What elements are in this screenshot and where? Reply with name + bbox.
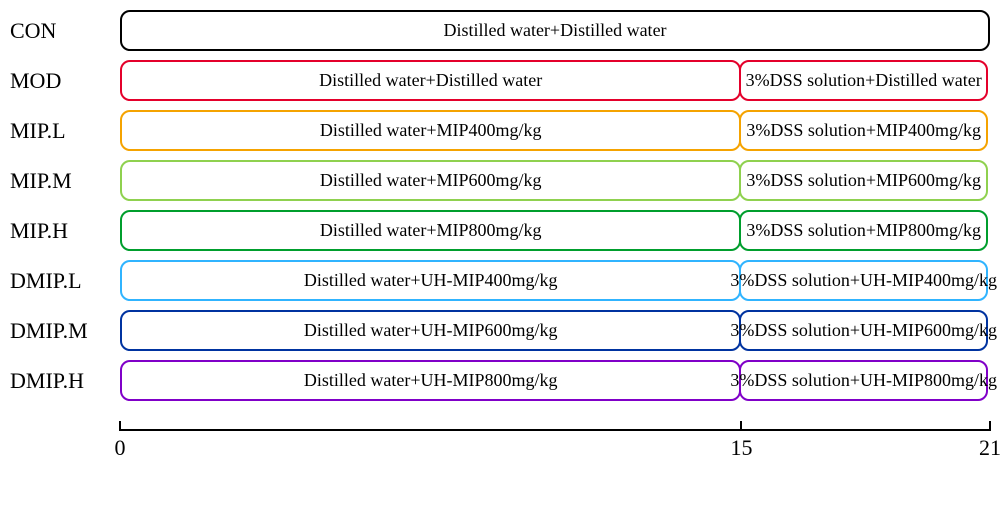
segment: Distilled water+Distilled water	[120, 10, 990, 51]
row-label: DMIP.M	[10, 318, 120, 344]
segment: Distilled water+MIP400mg/kg	[120, 110, 741, 151]
row-label: MOD	[10, 68, 120, 94]
segment-text: 3%DSS solution+MIP800mg/kg	[746, 220, 981, 241]
row-bars: Distilled water+Distilled water	[120, 10, 990, 51]
row-dmip-l: DMIP.L Distilled water+UH-MIP400mg/kg 3%DS…	[10, 260, 990, 301]
row-label: MIP.H	[10, 218, 120, 244]
segment-text: Distilled water+Distilled water	[319, 70, 542, 91]
segment-text: Distilled water+Distilled water	[443, 20, 666, 41]
segment: Distilled water+MIP600mg/kg	[120, 160, 741, 201]
row-mod: MOD Distilled water+Distilled water 3%DSS …	[10, 60, 990, 101]
row-bars: Distilled water+MIP400mg/kg 3%DSS solutio…	[120, 110, 990, 151]
segment-text: Distilled water+UH-MIP400mg/kg	[304, 270, 558, 291]
row-con: CON Distilled water+Distilled water	[10, 10, 990, 51]
segment-text: Distilled water+MIP800mg/kg	[320, 220, 542, 241]
segment-text: 3%DSS solution+UH-MIP800mg/kg	[730, 370, 997, 391]
segment-text: 3%DSS solution+MIP600mg/kg	[746, 170, 981, 191]
row-label: DMIP.H	[10, 368, 120, 394]
segment: Distilled water+UH-MIP400mg/kg	[120, 260, 741, 301]
segment: 3%DSS solution+UH-MIP600mg/kg	[739, 310, 988, 351]
row-bars: Distilled water+UH-MIP600mg/kg 3%DSS solu…	[120, 310, 990, 351]
row-bars: Distilled water+Distilled water 3%DSS sol…	[120, 60, 990, 101]
segment-text: Distilled water+MIP400mg/kg	[320, 120, 542, 141]
timeline-tick-label: 15	[730, 435, 752, 461]
segment-text: Distilled water+UH-MIP600mg/kg	[304, 320, 558, 341]
row-mip-h: MIP.H Distilled water+MIP800mg/kg 3%DSS so…	[10, 210, 990, 251]
timeline-tick-label: 0	[115, 435, 126, 461]
timeline-baseline	[120, 429, 990, 431]
segment: 3%DSS solution+MIP800mg/kg	[739, 210, 988, 251]
experimental-design-diagram: CONDistilled water+Distilled waterMODDis…	[10, 10, 990, 469]
segment-text: 3%DSS solution+UH-MIP600mg/kg	[730, 320, 997, 341]
segment: 3%DSS solution+Distilled water	[739, 60, 988, 101]
timeline-tick	[740, 421, 742, 431]
row-bars: Distilled water+UH-MIP400mg/kg 3%DSS solu…	[120, 260, 990, 301]
row-mip-l: MIP.L Distilled water+MIP400mg/kg 3%DSS so…	[10, 110, 990, 151]
segment: Distilled water+UH-MIP800mg/kg	[120, 360, 741, 401]
row-dmip-h: DMIP.H Distilled water+UH-MIP800mg/kg 3%DS…	[10, 360, 990, 401]
segment: 3%DSS solution+MIP600mg/kg	[739, 160, 988, 201]
timeline-axis: 01521(d)	[120, 429, 990, 469]
timeline-tick-label: 21	[979, 435, 1000, 461]
segment: Distilled water+Distilled water	[120, 60, 741, 101]
segment-text: 3%DSS solution+MIP400mg/kg	[746, 120, 981, 141]
row-mip-m: MIP.M Distilled water+MIP600mg/kg 3%DSS so…	[10, 160, 990, 201]
row-label: MIP.L	[10, 118, 120, 144]
segment-text: 3%DSS solution+UH-MIP400mg/kg	[730, 270, 997, 291]
segment-text: 3%DSS solution+Distilled water	[746, 70, 982, 91]
segment-text: Distilled water+MIP600mg/kg	[320, 170, 542, 191]
timeline-tick	[989, 421, 991, 431]
segment: 3%DSS solution+UH-MIP400mg/kg	[739, 260, 988, 301]
row-bars: Distilled water+MIP600mg/kg 3%DSS solutio…	[120, 160, 990, 201]
treatment-rows: CONDistilled water+Distilled waterMODDis…	[10, 10, 990, 401]
timeline-tick	[119, 421, 121, 431]
segment-text: Distilled water+UH-MIP800mg/kg	[304, 370, 558, 391]
segment: Distilled water+UH-MIP600mg/kg	[120, 310, 741, 351]
segment: 3%DSS solution+MIP400mg/kg	[739, 110, 988, 151]
row-label: MIP.M	[10, 168, 120, 194]
row-bars: Distilled water+UH-MIP800mg/kg 3%DSS solu…	[120, 360, 990, 401]
row-bars: Distilled water+MIP800mg/kg 3%DSS solutio…	[120, 210, 990, 251]
row-label: CON	[10, 18, 120, 44]
row-dmip-m: DMIP.M Distilled water+UH-MIP600mg/kg 3%DS…	[10, 310, 990, 351]
row-label: DMIP.L	[10, 268, 120, 294]
segment: Distilled water+MIP800mg/kg	[120, 210, 741, 251]
segment: 3%DSS solution+UH-MIP800mg/kg	[739, 360, 988, 401]
